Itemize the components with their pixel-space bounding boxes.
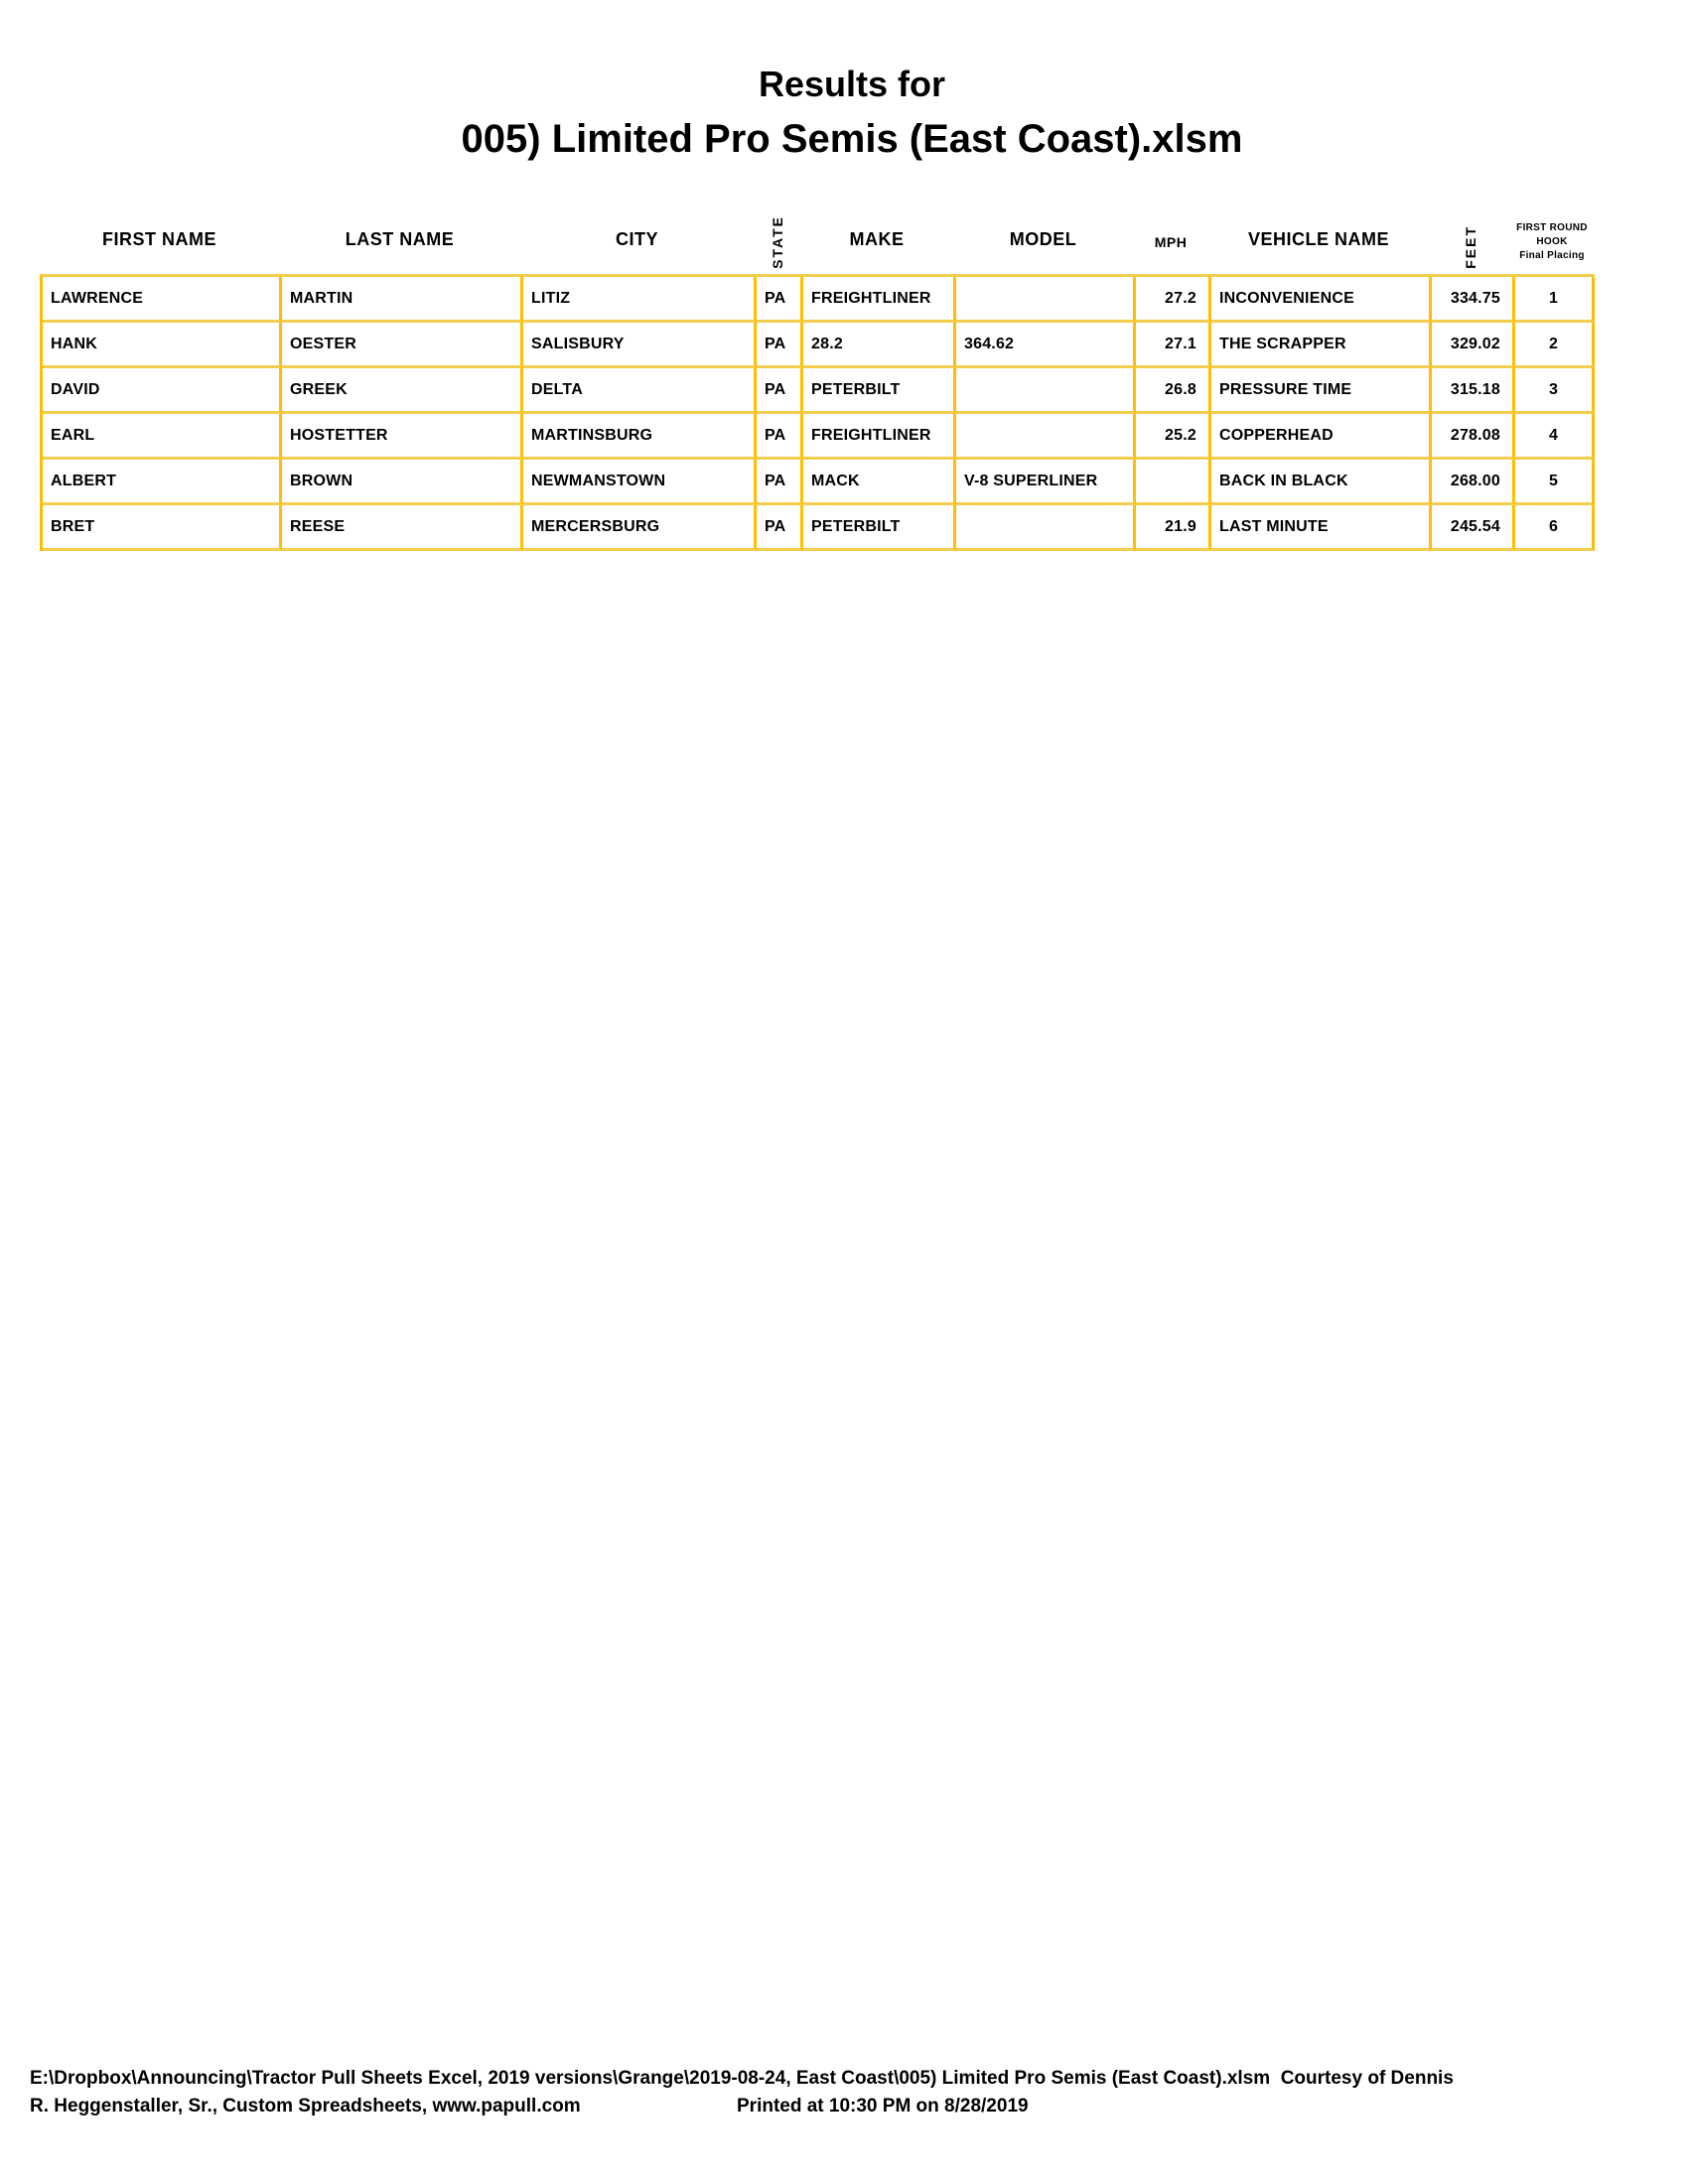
cell-model: V-8 SUPERLINER xyxy=(956,460,1136,505)
cell-make: PETERBILT xyxy=(803,368,956,414)
cell-placing: 3 xyxy=(1515,368,1595,414)
cell-make: 28.2 xyxy=(803,323,956,368)
cell-placing: 4 xyxy=(1515,414,1595,460)
cell-make: FREIGHTLINER xyxy=(803,277,956,323)
cell-vehicle-name: BACK IN BLACK xyxy=(1211,460,1432,505)
cell-city: DELTA xyxy=(523,368,757,414)
cell-feet: 334.75 xyxy=(1432,277,1515,323)
cell-first-name: BRET xyxy=(43,505,282,551)
cell-state: PA xyxy=(757,414,803,460)
col-header-placing-line3: Final Placing xyxy=(1519,250,1585,261)
cell-mph: 27.2 xyxy=(1136,277,1211,323)
cell-vehicle-name: INCONVENIENCE xyxy=(1211,277,1432,323)
col-header-placing: FIRST ROUND HOOK Final Placing xyxy=(1512,189,1592,274)
page-subtitle-filename: 005) Limited Pro Semis (East Coast).xlsm xyxy=(461,117,1243,161)
cell-mph: 27.1 xyxy=(1136,323,1211,368)
cell-state: PA xyxy=(757,368,803,414)
col-header-state: STATE xyxy=(754,189,800,274)
page-title: Results for xyxy=(758,64,946,104)
col-header-mph-label: MPH xyxy=(1154,234,1188,250)
col-header-first-name: FIRST NAME xyxy=(40,189,279,274)
col-header-last-name: LAST NAME xyxy=(279,189,520,274)
table-row: BRET REESE MERCERSBURG PA PETERBILT 21.9… xyxy=(43,505,1595,551)
cell-placing: 1 xyxy=(1515,277,1595,323)
cell-last-name: OESTER xyxy=(282,323,523,368)
cell-mph: 25.2 xyxy=(1136,414,1211,460)
col-header-placing-line1: FIRST ROUND xyxy=(1516,222,1588,233)
cell-vehicle-name: COPPERHEAD xyxy=(1211,414,1432,460)
col-header-vehicle-name: VEHICLE NAME xyxy=(1208,189,1429,274)
cell-placing: 6 xyxy=(1515,505,1595,551)
col-header-model-label: MODEL xyxy=(1009,229,1077,249)
cell-last-name: HOSTETTER xyxy=(282,414,523,460)
cell-state: PA xyxy=(757,460,803,505)
cell-state: PA xyxy=(757,505,803,551)
cell-mph xyxy=(1136,460,1211,505)
cell-city: SALISBURY xyxy=(523,323,757,368)
cell-city: MARTINSBURG xyxy=(523,414,757,460)
col-header-feet-label: FEET xyxy=(1463,225,1478,269)
col-header-placing-line2: HOOK xyxy=(1536,236,1568,247)
cell-make: FREIGHTLINER xyxy=(803,414,956,460)
col-header-make-label: MAKE xyxy=(849,229,905,249)
table-row: ALBERT BROWN NEWMANSTOWN PA MACK V-8 SUP… xyxy=(43,460,1595,505)
cell-state: PA xyxy=(757,323,803,368)
cell-make: PETERBILT xyxy=(803,505,956,551)
cell-model xyxy=(956,368,1136,414)
footer-printed-timestamp: Printed at 10:30 PM on 8/28/2019 xyxy=(737,2096,1029,2116)
cell-last-name: GREEK xyxy=(282,368,523,414)
cell-feet: 278.08 xyxy=(1432,414,1515,460)
table-body: LAWRENCE MARTIN LITIZ PA FREIGHTLINER 27… xyxy=(40,274,1595,551)
cell-state: PA xyxy=(757,277,803,323)
cell-first-name: LAWRENCE xyxy=(43,277,282,323)
col-header-vehicle-name-label: VEHICLE NAME xyxy=(1247,229,1389,249)
cell-vehicle-name: LAST MINUTE xyxy=(1211,505,1432,551)
cell-feet: 268.00 xyxy=(1432,460,1515,505)
cell-city: MERCERSBURG xyxy=(523,505,757,551)
cell-first-name: EARL xyxy=(43,414,282,460)
cell-city: NEWMANSTOWN xyxy=(523,460,757,505)
col-header-feet: FEET xyxy=(1429,189,1512,274)
footer-filepath-line: E:\Dropbox\Announcing\Tractor Pull Sheet… xyxy=(30,2068,1454,2089)
cell-placing: 2 xyxy=(1515,323,1595,368)
cell-placing: 5 xyxy=(1515,460,1595,505)
cell-mph: 21.9 xyxy=(1136,505,1211,551)
col-header-model: MODEL xyxy=(953,189,1133,274)
col-header-first-name-label: FIRST NAME xyxy=(102,229,216,249)
col-header-placing-stack: FIRST ROUND HOOK Final Placing xyxy=(1516,222,1588,261)
col-header-make: MAKE xyxy=(800,189,953,274)
cell-city: LITIZ xyxy=(523,277,757,323)
footer-credit-line: R. Heggenstaller, Sr., Custom Spreadshee… xyxy=(30,2096,581,2116)
cell-vehicle-name: THE SCRAPPER xyxy=(1211,323,1432,368)
col-header-city: CITY xyxy=(520,189,754,274)
col-header-mph: MPH xyxy=(1133,189,1208,274)
cell-vehicle-name: PRESSURE TIME xyxy=(1211,368,1432,414)
col-header-state-label: STATE xyxy=(769,215,785,269)
table-row: DAVID GREEK DELTA PA PETERBILT 26.8 PRES… xyxy=(43,368,1595,414)
cell-first-name: DAVID xyxy=(43,368,282,414)
table-row: HANK OESTER SALISBURY PA 28.2 364.62 27.… xyxy=(43,323,1595,368)
cell-model xyxy=(956,505,1136,551)
cell-feet: 245.54 xyxy=(1432,505,1515,551)
table-row: EARL HOSTETTER MARTINSBURG PA FREIGHTLIN… xyxy=(43,414,1595,460)
cell-model xyxy=(956,277,1136,323)
cell-feet: 329.02 xyxy=(1432,323,1515,368)
results-table: FIRST NAME LAST NAME CITY STATE MAKE MOD… xyxy=(40,189,1595,551)
cell-model xyxy=(956,414,1136,460)
cell-last-name: BROWN xyxy=(282,460,523,505)
cell-first-name: ALBERT xyxy=(43,460,282,505)
cell-last-name: REESE xyxy=(282,505,523,551)
cell-feet: 315.18 xyxy=(1432,368,1515,414)
cell-last-name: MARTIN xyxy=(282,277,523,323)
cell-make: MACK xyxy=(803,460,956,505)
cell-mph: 26.8 xyxy=(1136,368,1211,414)
table-row: LAWRENCE MARTIN LITIZ PA FREIGHTLINER 27… xyxy=(43,277,1595,323)
col-header-city-label: CITY xyxy=(615,229,658,249)
cell-first-name: HANK xyxy=(43,323,282,368)
table-header-row: FIRST NAME LAST NAME CITY STATE MAKE MOD… xyxy=(40,189,1595,274)
cell-model: 364.62 xyxy=(956,323,1136,368)
col-header-last-name-label: LAST NAME xyxy=(345,229,455,249)
